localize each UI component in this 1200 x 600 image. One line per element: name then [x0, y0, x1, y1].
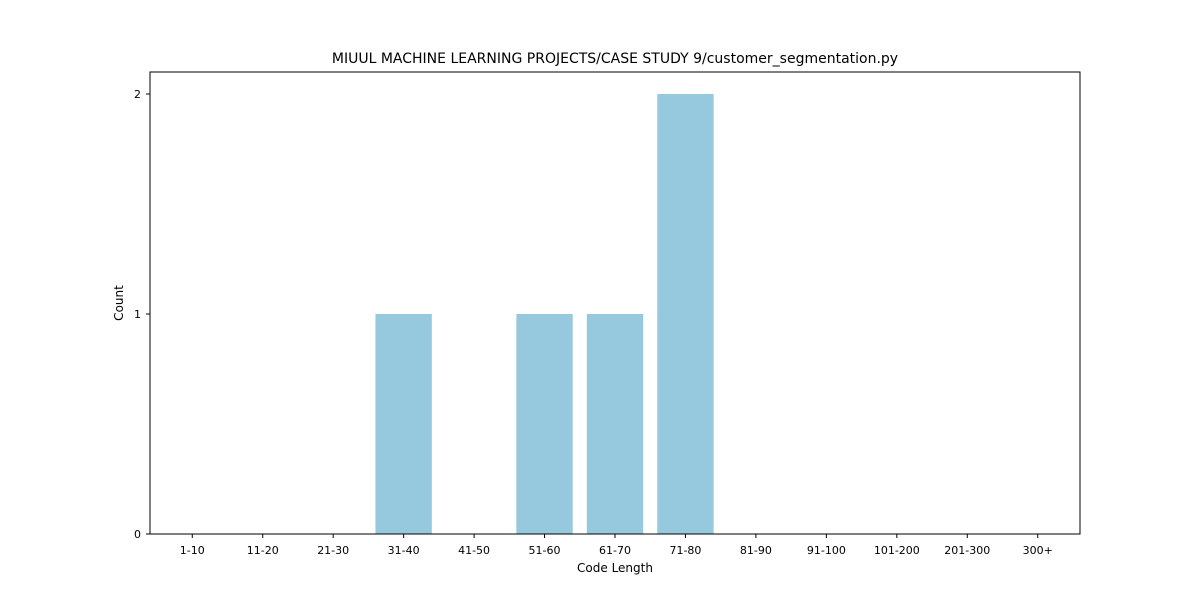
x-tick-label: 91-100: [807, 544, 846, 557]
x-tick-label: 300+: [1023, 544, 1053, 557]
x-tick-label: 31-40: [388, 544, 420, 557]
x-tick-label: 201-300: [944, 544, 990, 557]
x-tick-label: 1-10: [180, 544, 205, 557]
y-tick-label: 0: [134, 528, 141, 541]
chart-title: MIUUL MACHINE LEARNING PROJECTS/CASE STU…: [332, 51, 898, 67]
bar-31-40: [375, 314, 432, 534]
x-axis-label: Code Length: [577, 561, 653, 575]
x-tick-label: 51-60: [529, 544, 561, 557]
y-axis-ticks: 0 1 2: [134, 88, 150, 541]
y-tick-label: 1: [134, 308, 141, 321]
y-tick-label: 2: [134, 88, 141, 101]
bar-71-80: [657, 94, 714, 534]
bar-51-60: [516, 314, 573, 534]
bars-group: [375, 94, 714, 534]
x-tick-label: 41-50: [458, 544, 490, 557]
x-tick-label: 11-20: [247, 544, 279, 557]
bar-61-70: [586, 314, 644, 534]
x-tick-label: 101-200: [874, 544, 920, 557]
x-tick-label: 61-70: [599, 544, 631, 557]
x-tick-label: 81-90: [740, 544, 772, 557]
x-tick-label: 71-80: [669, 544, 701, 557]
x-axis-ticks: 1-10 11-20 21-30 31-40 41-50 51-60 61-70 71-80 8…: [180, 534, 1053, 557]
y-axis-label: Count: [112, 285, 126, 321]
x-tick-label: 21-30: [317, 544, 349, 557]
